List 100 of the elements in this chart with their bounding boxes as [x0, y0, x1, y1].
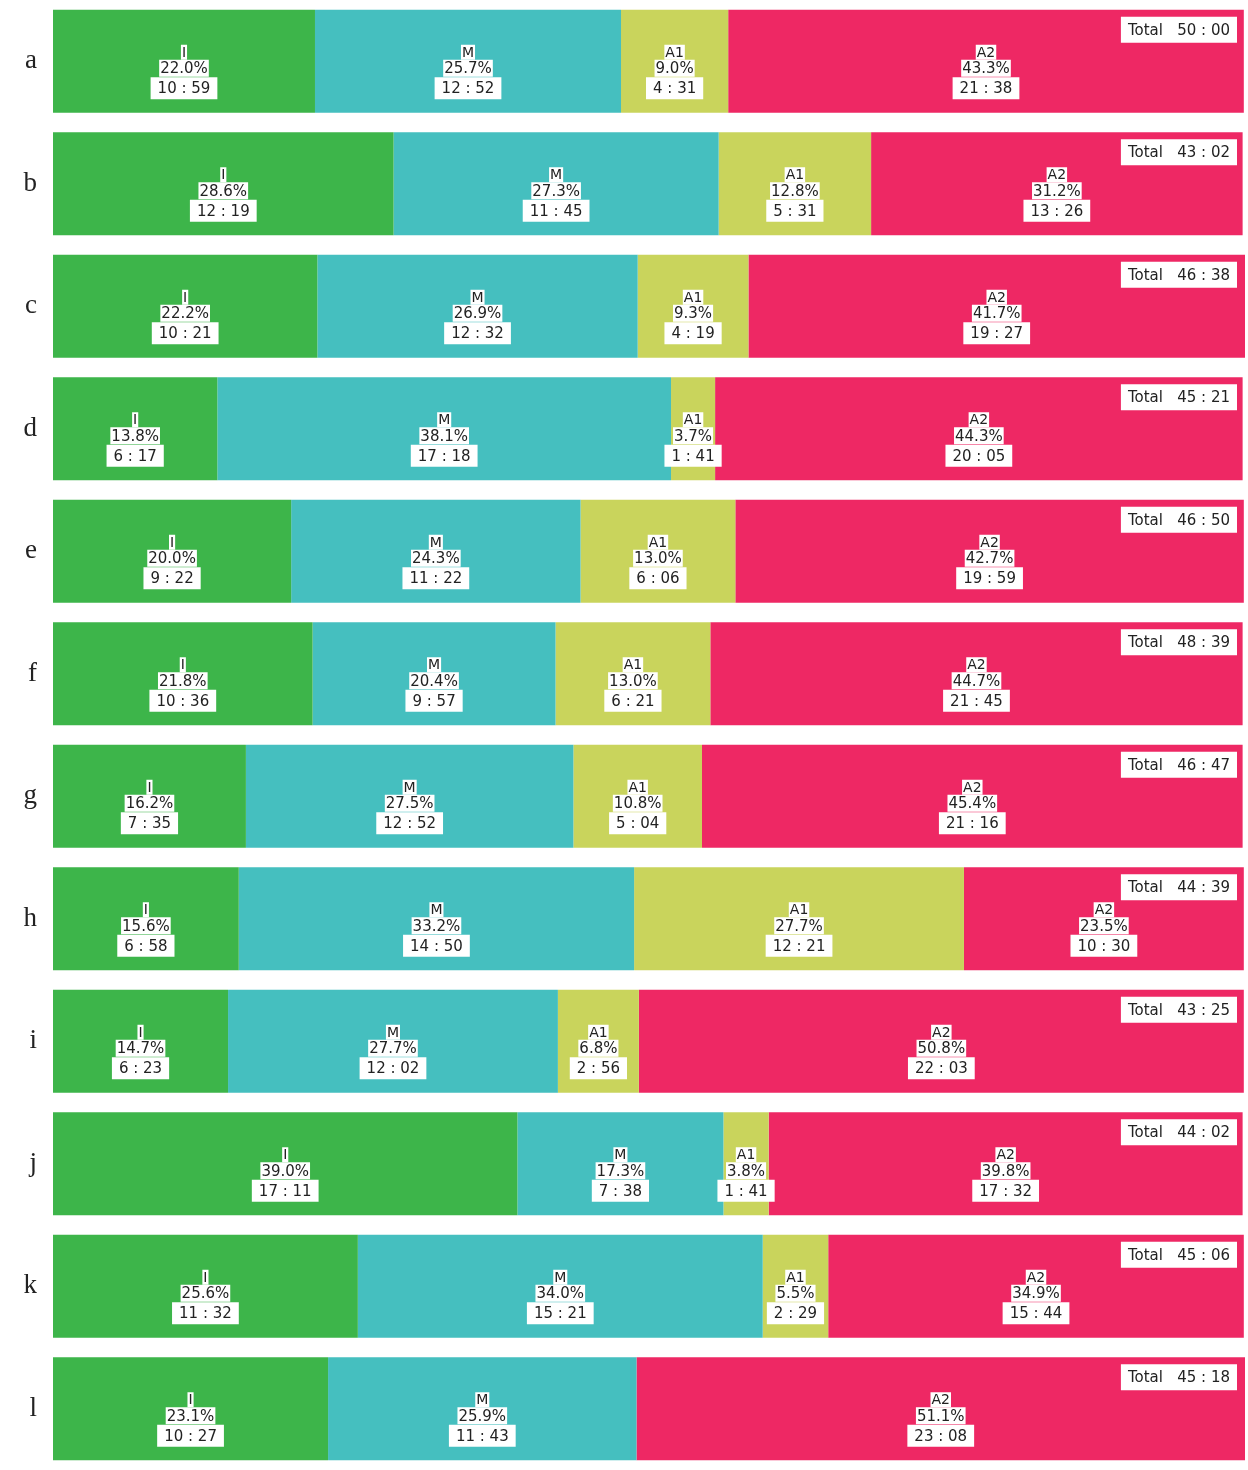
text: A2: [932, 1023, 951, 1040]
y-tick-label: i: [29, 1024, 37, 1055]
text: I: [283, 1146, 288, 1163]
total-label: Total 45 : 06: [1126, 1245, 1230, 1264]
text: I: [133, 411, 138, 428]
data-label: 39.8% 17 : 32: [979, 1161, 1033, 1200]
data-label: 24.3% 11 : 22: [409, 549, 463, 588]
text: I: [143, 901, 148, 918]
text: I: [203, 1268, 208, 1285]
text: A1: [785, 166, 805, 183]
text: A1: [589, 1023, 608, 1040]
text: I: [180, 656, 185, 673]
total-label: Total 50 : 00: [1126, 20, 1230, 39]
text: A1: [623, 656, 643, 673]
data-label: 12.8% 5 : 31: [771, 181, 819, 220]
total-label: Total 44 : 39: [1126, 878, 1230, 897]
text: I: [181, 43, 187, 60]
series-label: M: [550, 166, 563, 183]
data-label: 41.7% 19 : 27: [970, 304, 1024, 343]
y-tick-label: a: [25, 44, 38, 75]
data-label: 3.7% 1 : 41: [671, 426, 715, 465]
text: M: [428, 656, 441, 673]
data-label: 34.0% 15 : 21: [533, 1284, 587, 1323]
total-label: Total 43 : 02: [1126, 143, 1230, 162]
data-label: 33.2% 14 : 50: [410, 916, 463, 955]
data-label: 13.0% 6 : 06: [634, 549, 682, 588]
text: A2: [987, 288, 1006, 305]
data-label: 39.0% 17 : 11: [258, 1161, 312, 1200]
y-tick-label: e: [25, 534, 38, 565]
data-label: 6.8% 2 : 56: [576, 1039, 621, 1078]
series-label: A2: [1047, 166, 1067, 183]
data-label: 20.4% 9 : 57: [410, 671, 458, 710]
data-label: 38.1% 17 : 18: [417, 426, 471, 465]
total-label: Total 46 : 47: [1126, 755, 1230, 774]
data-label: 17.3% 7 : 38: [596, 1161, 645, 1200]
total-label: Total 48 : 39: [1126, 633, 1230, 652]
text: I: [188, 1391, 193, 1408]
data-label: 44.3% 20 : 05: [952, 426, 1006, 465]
data-label: 25.7% 12 : 52: [441, 59, 495, 98]
data-label: 13.0% 6 : 21: [609, 671, 657, 710]
text: I: [170, 533, 175, 550]
data-label: 22.0% 10 : 59: [157, 59, 211, 98]
data-label: 44.7% 21 : 45: [950, 671, 1003, 710]
text: M: [476, 1391, 489, 1408]
data-label: 31.2% 13 : 26: [1030, 181, 1084, 220]
y-tick-label: g: [23, 779, 37, 810]
text: I: [183, 288, 188, 305]
text: M: [438, 411, 451, 428]
data-label: 51.1% 23 : 08: [914, 1406, 968, 1445]
y-tick-label: k: [23, 1269, 38, 1300]
data-label: 25.6% 11 : 32: [179, 1284, 232, 1323]
data-label: 43.3% 21 : 38: [959, 59, 1013, 98]
data-label: 13.8% 6 : 17: [111, 426, 159, 465]
text: A2: [980, 533, 999, 550]
data-label: 28.6% 12 : 19: [196, 181, 250, 220]
data-label: 34.9% 15 : 44: [1009, 1284, 1063, 1323]
data-label: 3.8% 1 : 41: [724, 1161, 768, 1200]
text: A2: [963, 778, 982, 795]
y-tick-label: b: [23, 166, 37, 197]
total-label: Total 43 : 25: [1126, 1000, 1230, 1019]
data-label: 9.0% 4 : 31: [652, 59, 697, 98]
text: A2: [967, 656, 986, 673]
text: M: [461, 43, 475, 60]
y-tick-label: h: [23, 901, 38, 932]
data-label: 5.5% 2 : 29: [773, 1284, 818, 1323]
text: A2: [1094, 901, 1114, 918]
data-label: 42.7% 19 : 59: [963, 549, 1016, 588]
text: A2: [931, 1391, 950, 1408]
total-label: Total 45 : 21: [1126, 388, 1230, 407]
data-label: 22.2% 10 : 21: [158, 304, 212, 343]
data-label: 25.9% 11 : 43: [455, 1406, 509, 1445]
text: M: [554, 1268, 567, 1285]
data-label: 14.7% 6 : 23: [116, 1039, 165, 1078]
data-label: 23.1% 10 : 27: [164, 1406, 217, 1445]
data-label: 45.4% 21 : 16: [945, 794, 999, 833]
y-tick-label: d: [23, 411, 38, 442]
total-label: Total 44 : 02: [1126, 1123, 1230, 1142]
text: M: [403, 778, 416, 795]
text: I: [138, 1023, 143, 1040]
total-label: Total 46 : 38: [1126, 265, 1230, 284]
data-label: 21.8% 10 : 36: [156, 671, 210, 710]
data-label: 9.3% 4 : 19: [671, 304, 715, 343]
y-tick-label: l: [29, 1391, 37, 1422]
data-label: 50.8% 22 : 03: [914, 1039, 968, 1078]
data-label: 15.6% 6 : 58: [122, 916, 170, 955]
text: A2: [969, 411, 989, 428]
data-label: 27.3% 11 : 45: [529, 181, 583, 220]
text: A1: [736, 1146, 756, 1163]
text: A1: [665, 43, 684, 60]
data-label: 20.0% 9 : 22: [148, 549, 196, 588]
text: M: [471, 288, 484, 305]
data-label: 16.2% 7 : 35: [125, 794, 174, 833]
text: A2: [996, 1146, 1015, 1163]
text: A1: [789, 901, 809, 918]
text: M: [429, 533, 442, 550]
y-tick-label: j: [28, 1146, 37, 1177]
total-label: Total 45 : 18: [1126, 1368, 1230, 1387]
total-label: Total 46 : 50: [1126, 510, 1230, 529]
data-label: 27.5% 12 : 52: [383, 794, 437, 833]
data-label: 27.7% 12 : 21: [772, 916, 826, 955]
